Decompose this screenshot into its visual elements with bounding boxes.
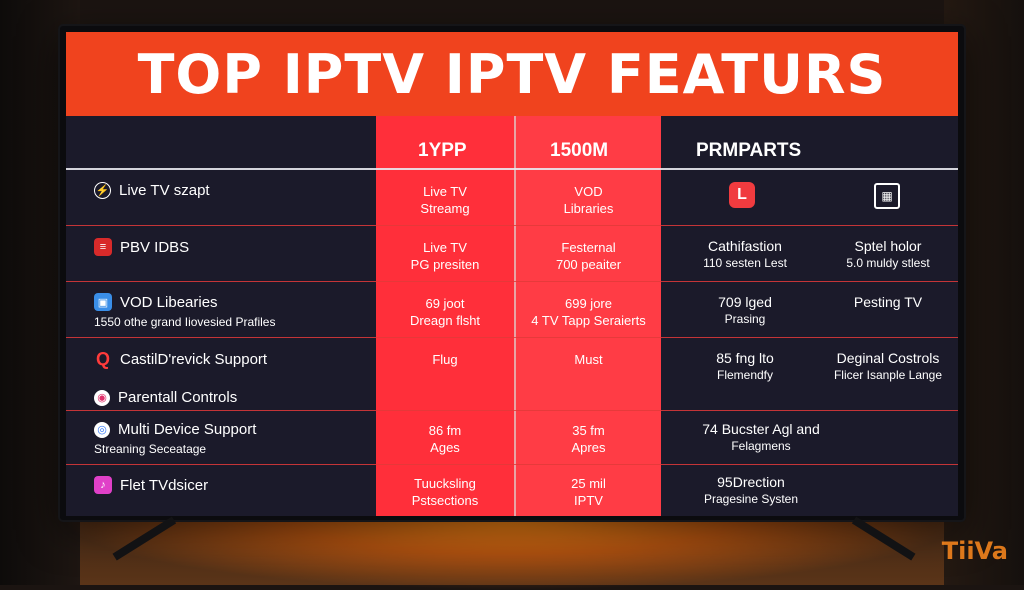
cell-line: Festernal	[561, 240, 616, 255]
music-icon: ♪	[94, 476, 112, 494]
cell-line: Apres	[571, 440, 606, 455]
feature-row-5: ◉ Parentall Controls	[94, 389, 237, 406]
feature-row-2: ≡ PBV IDBS	[94, 238, 189, 256]
highlight-column-1	[376, 116, 514, 516]
feature-row-6: ◎ Multi Device Support	[94, 421, 256, 438]
cell-line: 110 sesten Lest	[703, 256, 787, 270]
multi-device-icon: ◎	[94, 421, 110, 438]
feature-label: Flet TVdsicer	[120, 476, 209, 494]
cell-line: Pesting TV	[853, 294, 923, 310]
cell-c1: Live TV Streamg	[376, 183, 514, 217]
cell-r2: Sptel holor 5.0 muldy stlest	[818, 238, 958, 272]
cell-r2: Deginal Costrols Flicer Isanple Lange	[818, 350, 958, 384]
cell-line: 85 fng lto	[716, 350, 774, 366]
cell-line: 95Drection	[717, 474, 785, 490]
cell-c1: Live TV PG presiten	[376, 239, 514, 273]
header-col3: PRMPARTS	[696, 140, 802, 161]
row-divider	[66, 281, 958, 282]
row-divider	[66, 337, 958, 338]
cell-line: Pstsections	[411, 493, 479, 508]
cell-line: 25 mil	[571, 476, 606, 491]
cell-r1: 74 Bucster Agl and Felagmens	[676, 421, 846, 455]
cell-line: 4 TV Tapp Seraierts	[531, 313, 646, 328]
watermark-logo: TiiVa	[941, 537, 1008, 565]
search-icon: Q	[95, 348, 110, 369]
feature-sub: 1550 othe grand Iiovesied Prafiles	[94, 315, 276, 329]
cell-c1: Flug	[376, 351, 514, 368]
cell-line: 699 jore	[565, 296, 612, 311]
cell-r2: Pesting TV	[818, 294, 958, 311]
cell-r1: 95Drection Pragesine Systen	[676, 474, 826, 508]
cell-c1: Tuucksling Pstsections	[376, 475, 514, 509]
feature-row-1: ⚡ Live TV szapt	[94, 182, 210, 199]
cell-c2: Festernal 700 peaiter	[516, 239, 661, 273]
feature-row-7: ♪ Flet TVdsicer	[94, 476, 208, 494]
cell-c2: 25 mil IPTV	[516, 475, 661, 509]
cell-line: PG presiten	[410, 257, 480, 272]
vod-library-icon: ▣	[94, 293, 112, 311]
cell-line: 700 peaiter	[555, 257, 622, 272]
feature-row-3: ▣ VOD Libearies	[94, 293, 218, 311]
cell-line: 86 fm	[428, 423, 462, 438]
tv-screen: TOP IPTV IPTV FEATURS 1YPP 1500M PRMPART…	[66, 32, 958, 516]
feature-label: Multi Device Support	[118, 421, 257, 438]
cell-line: Live TV	[423, 240, 467, 255]
cell-line: IPTV	[574, 493, 603, 508]
feature-sub: Streaning Seceatage	[94, 442, 207, 456]
header-divider	[66, 168, 958, 170]
cell-c2: 699 jore 4 TV Tapp Seraierts	[516, 295, 661, 329]
app-icon: L	[729, 182, 755, 208]
cell-line: 69 joot	[425, 296, 465, 311]
cell-line: Flemendfy	[716, 368, 774, 382]
cell-r1: Cathifastion 110 sesten Lest	[670, 238, 820, 272]
feature-label: Parentall Controls	[118, 389, 238, 406]
row-divider	[66, 410, 958, 411]
cell-line: Flug	[432, 352, 458, 367]
cell-c2: VOD Libraries	[516, 183, 661, 217]
cell-line: Live TV	[423, 184, 467, 199]
cell-line: Pragesine Systen	[703, 492, 799, 506]
cell-line: Dreagn flsht	[409, 313, 481, 328]
cell-line: Prasing	[724, 312, 766, 326]
parental-icon: ◉	[94, 389, 110, 406]
feature-label: CastilD'revick Support	[120, 350, 268, 368]
calendar-icon: ▦	[874, 183, 900, 209]
cell-line: 709 lged	[718, 294, 772, 310]
title-banner: TOP IPTV IPTV FEATURS	[66, 32, 958, 116]
cell-line: Streamg	[420, 201, 470, 216]
cell-line: VOD	[574, 184, 603, 199]
header-col1: 1YPP	[418, 140, 467, 161]
banner-title: TOP IPTV IPTV FEATURS	[137, 42, 887, 106]
feature-label: Live TV szapt	[119, 182, 210, 199]
cell-line: Flicer Isanple Lange	[833, 368, 943, 382]
cell-line: Deginal Costrols	[836, 350, 940, 366]
cell-line: Sptel holor	[854, 238, 922, 254]
header-col2: 1500M	[550, 140, 609, 161]
television: TOP IPTV IPTV FEATURS 1YPP 1500M PRMPART…	[60, 26, 964, 520]
cell-line: Felagmens	[731, 439, 791, 453]
cell-c2: 35 fm Apres	[516, 422, 661, 456]
cell-line: Libraries	[563, 201, 614, 216]
cell-line: Cathifastion	[708, 238, 782, 254]
row-divider	[66, 464, 958, 465]
cell-line: Ages	[430, 440, 460, 455]
cell-r1: 709 lged Prasing	[670, 294, 820, 328]
feature-label: PBV IDBS	[120, 238, 190, 256]
clock-icon: ⚡	[94, 182, 111, 199]
column-divider	[514, 116, 516, 516]
cell-c2: Must	[516, 351, 661, 368]
cell-line: 74 Bucster Agl and	[702, 421, 820, 437]
cell-r1: 85 fng lto Flemendfy	[670, 350, 820, 384]
feature-label: VOD Libearies	[120, 293, 218, 311]
highlight-column-2	[516, 116, 661, 516]
cell-c1: 86 fm Ages	[376, 422, 514, 456]
feature-row-4: Q CastilD'revick Support	[94, 348, 268, 369]
cell-line: Must	[574, 352, 603, 367]
cell-line: 5.0 muldy stlest	[846, 256, 930, 270]
tv-guide-icon: ≡	[94, 238, 112, 256]
cell-line: Tuucksling	[414, 476, 476, 491]
cell-c1: 69 joot Dreagn flsht	[376, 295, 514, 329]
row-divider	[66, 225, 958, 226]
cell-line: 35 fm	[572, 423, 605, 438]
